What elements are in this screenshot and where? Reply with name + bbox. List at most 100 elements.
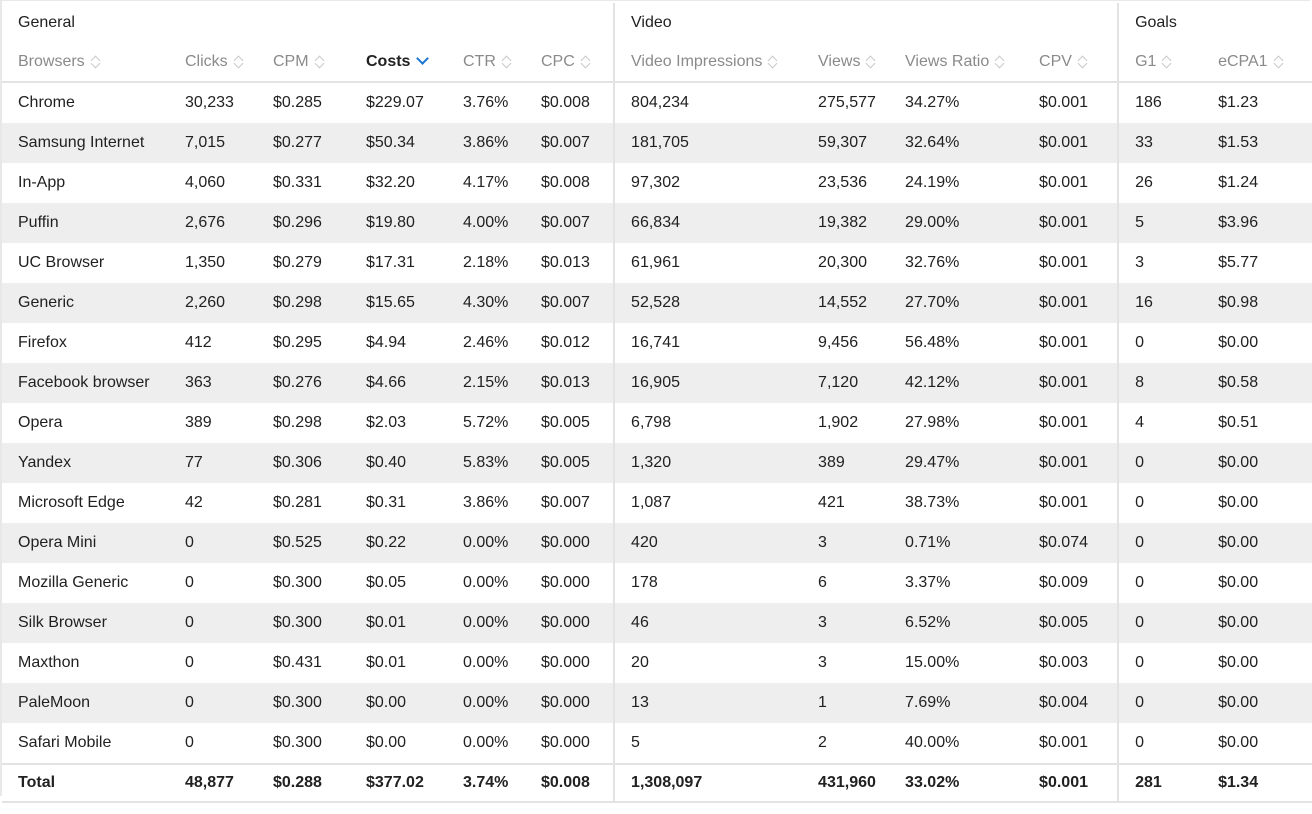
column-header-label: Video Impressions — [631, 53, 763, 70]
cell-cpm: $0.285 — [273, 94, 322, 111]
column-header-ctr[interactable]: CTR — [447, 43, 525, 83]
browser-name-cell: Samsung Internet — [2, 123, 169, 163]
cell-video-impressions: 20 — [613, 643, 803, 683]
cell-clicks: 42 — [185, 494, 203, 511]
total-costs: $377.02 — [350, 763, 447, 803]
cell-costs: $0.00 — [350, 683, 447, 723]
cell-clicks: 2,676 — [169, 203, 257, 243]
cell-views: 6 — [818, 574, 827, 591]
sort-icon[interactable] — [233, 54, 244, 70]
total-ctr: 3.74% — [447, 763, 525, 803]
sort-descending-icon[interactable] — [416, 52, 430, 66]
sort-icon[interactable] — [865, 54, 876, 70]
cell-views: 3 — [802, 603, 890, 643]
column-header-browser[interactable]: Browsers — [2, 43, 169, 83]
total-row: Total 48,877 $0.288 $377.02 3.74% $0.008 1,308… — [2, 763, 1312, 803]
cell-views: 20,300 — [818, 254, 867, 271]
table-row: In-App 4,060 $0.331 $32.20 4.17% $0.008 97,302… — [2, 163, 1312, 203]
column-header-row: Browsers Clicks CPM Costs CTR CPC Video Impres… — [2, 43, 1312, 83]
cell-ctr: 0.00% — [463, 734, 509, 751]
table-row: Maxthon 0 $0.431 $0.01 0.00% $0.000 20 3 15.00% $… — [2, 643, 1312, 683]
table-row: Yandex 77 $0.306 $0.40 5.83% $0.005 1,320 389 29… — [2, 443, 1312, 483]
table-row: UC Browser 1,350 $0.279 $17.31 2.18% $0.013 61… — [2, 243, 1312, 283]
sort-icon[interactable] — [580, 54, 591, 70]
column-header-label: G1 — [1135, 53, 1157, 70]
browser-name-cell: Generic — [2, 283, 169, 323]
cell-g1: 0 — [1117, 563, 1203, 603]
cell-costs: $0.00 — [366, 734, 407, 751]
cell-cpm: $0.279 — [273, 254, 322, 271]
column-header-video-impressions[interactable]: Video Impressions — [613, 43, 803, 83]
cell-video-impressions: 46 — [613, 603, 803, 643]
cell-views-ratio: 38.73% — [905, 494, 960, 511]
cell-ctr: 0.00% — [447, 683, 525, 723]
column-header-label: CPC — [541, 53, 575, 70]
cell-costs: $17.31 — [366, 254, 415, 271]
browser-name-cell: Opera — [18, 414, 63, 431]
cell-clicks: 0 — [185, 574, 194, 591]
cell-ctr: 5.72% — [463, 414, 509, 431]
cell-ecpa1: $0.00 — [1218, 654, 1259, 671]
cell-cpc: $0.005 — [541, 414, 590, 431]
cell-video-impressions: 97,302 — [613, 163, 803, 203]
sort-icon[interactable] — [1273, 54, 1284, 70]
total-video-impressions: 1,308,097 — [613, 763, 803, 803]
cell-ctr: 3.86% — [447, 123, 525, 163]
column-header-cpc[interactable]: CPC — [525, 43, 615, 83]
sort-icon[interactable] — [767, 54, 778, 70]
cell-cpv: $0.009 — [1039, 574, 1088, 591]
cell-g1: 3 — [1117, 243, 1203, 283]
cell-cpv: $0.001 — [1039, 494, 1088, 511]
column-header-views[interactable]: Views — [802, 43, 890, 83]
cell-views: 1,902 — [818, 414, 859, 431]
cell-costs: $0.05 — [366, 574, 407, 591]
cell-cpv: $0.001 — [1023, 123, 1119, 163]
cell-views-ratio: 56.48% — [905, 334, 960, 351]
cell-g1: 0 — [1117, 723, 1203, 764]
column-header-label: CTR — [463, 53, 496, 70]
sort-icon[interactable] — [501, 54, 512, 70]
cell-g1: 5 — [1117, 203, 1203, 243]
cell-video-impressions: 66,834 — [613, 203, 803, 243]
column-header-ecpa1[interactable]: eCPA1 — [1202, 43, 1312, 83]
cell-video-impressions: 1,320 — [613, 443, 803, 483]
cell-video-impressions: 420 — [613, 523, 803, 563]
column-header-g1[interactable]: G1 — [1117, 43, 1203, 83]
column-header-cpm[interactable]: CPM — [257, 43, 350, 83]
cell-cpv: $0.005 — [1023, 603, 1119, 643]
cell-costs: $0.01 — [350, 603, 447, 643]
cell-ctr: 2.15% — [447, 363, 525, 403]
sort-icon[interactable] — [314, 54, 325, 70]
cell-cpv: $0.001 — [1039, 94, 1088, 111]
cell-cpm: $0.300 — [257, 603, 350, 643]
cell-costs: $19.80 — [350, 203, 447, 243]
total-views-ratio: 33.02% — [889, 763, 1024, 803]
cell-views: 7,120 — [802, 363, 890, 403]
cell-g1: 8 — [1117, 363, 1203, 403]
total-views: 431,960 — [802, 763, 890, 803]
browser-name-cell: PaleMoon — [2, 683, 169, 723]
column-header-cpv[interactable]: CPV — [1023, 43, 1119, 83]
column-header-label: eCPA1 — [1218, 53, 1268, 70]
cell-ctr: 0.00% — [447, 523, 525, 563]
browser-report-table: General Video Goals Browsers Clicks CPM Cos… — [2, 3, 1312, 803]
total-cpc: $0.008 — [525, 763, 615, 803]
column-header-costs[interactable]: Costs — [350, 43, 447, 83]
sort-icon[interactable] — [994, 54, 1005, 70]
cell-video-impressions: 61,961 — [613, 243, 803, 283]
browser-name-cell: Silk Browser — [2, 603, 169, 643]
cell-cpm: $0.306 — [257, 443, 350, 483]
cell-ctr: 0.00% — [447, 603, 525, 643]
cell-costs: $0.01 — [366, 654, 407, 671]
total-cpv: $0.001 — [1023, 763, 1119, 803]
sort-icon[interactable] — [1077, 54, 1088, 70]
sort-icon[interactable] — [1161, 54, 1172, 70]
column-header-clicks[interactable]: Clicks — [169, 43, 257, 83]
cell-ctr: 3.86% — [463, 494, 509, 511]
cell-cpc: $0.000 — [541, 574, 590, 591]
cell-views: 421 — [818, 494, 845, 511]
column-header-views-ratio[interactable]: Views Ratio — [889, 43, 1024, 83]
table-row: PaleMoon 0 $0.300 $0.00 0.00% $0.000 13 1 7.69% $… — [2, 683, 1312, 723]
cell-g1: 0 — [1117, 683, 1203, 723]
sort-icon[interactable] — [90, 54, 101, 70]
